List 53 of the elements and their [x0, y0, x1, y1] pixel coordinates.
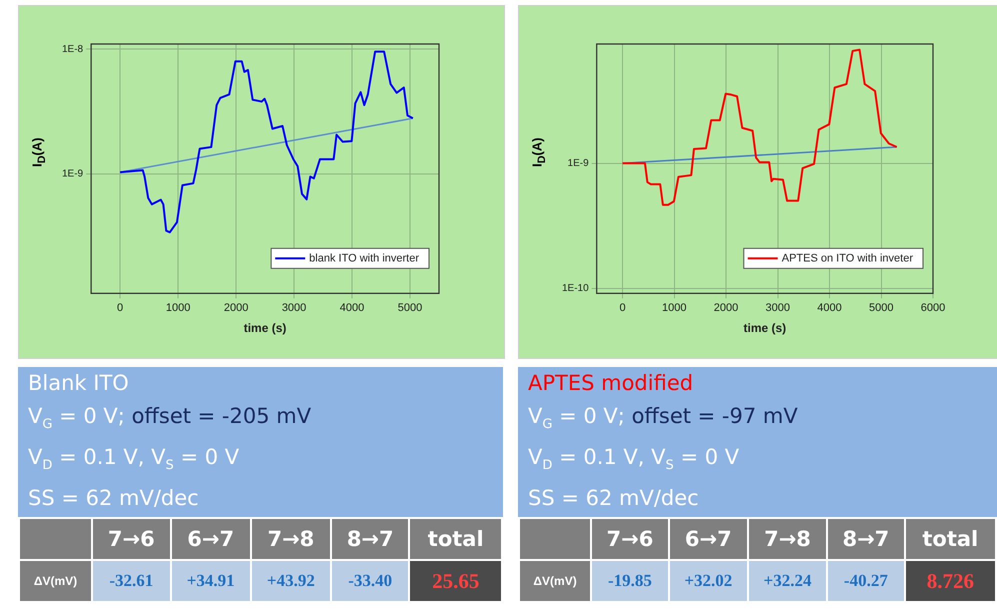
text: +32.24 — [764, 571, 812, 590]
category-label: 8→7 — [330, 518, 410, 560]
y-tick-label: 1E-9 — [568, 158, 590, 170]
x-tick-label: 4000 — [817, 302, 842, 314]
category-label: 8→7 — [827, 518, 905, 560]
category-label: total — [904, 518, 996, 560]
text: offset = -205 mV — [132, 404, 312, 428]
category-label: 7→8 — [250, 518, 331, 560]
text: V$_{D}$ = 0.1 V, V$_{S}$ = 0 V — [27, 444, 240, 476]
text: V$_{G}$ = 0 V; — [528, 404, 626, 432]
y-tick-label: 1E-8 — [62, 44, 84, 55]
text: offset = -97 mV — [632, 404, 798, 428]
x-tick-label: 0 — [619, 302, 626, 314]
x-tick-label: 4000 — [340, 302, 364, 314]
text: -32.61 — [109, 571, 154, 590]
text: V$_{D}$ = 0.1 V, V$_{S}$ = 0 V — [527, 444, 740, 476]
x-tick-label: 1000 — [166, 302, 190, 314]
category-label: total — [409, 518, 502, 560]
text: -19.85 — [608, 571, 652, 590]
category-label: 7→6 — [92, 518, 171, 560]
text: V$_{G}$ = 0 V; — [28, 404, 126, 432]
x-tick-label: 5000 — [398, 302, 422, 314]
x-tick-label: 5000 — [869, 302, 894, 314]
category-label: 7→8 — [748, 518, 828, 560]
text: 8.726 — [926, 568, 974, 592]
text: APTES modified — [527, 370, 694, 397]
y-tick-label: 1E-10 — [562, 283, 590, 294]
x-tick-label: 6000 — [920, 302, 946, 314]
text: 25.65 — [432, 568, 480, 592]
x-axis-title: time (s) — [744, 321, 786, 336]
category-label: 6→7 — [668, 518, 748, 560]
category-label: ΔV(mV) — [533, 574, 577, 588]
legend-label: blank ITO with inverter — [309, 252, 420, 264]
text: SS = 62 mV/dec — [527, 485, 700, 512]
text: +32.02 — [684, 571, 732, 590]
text: +43.92 — [266, 571, 315, 590]
text: -40.27 — [844, 571, 888, 590]
x-tick-label: 2000 — [224, 302, 248, 314]
category-label: ΔV(mV) — [34, 574, 78, 588]
text: +34.91 — [186, 571, 235, 590]
x-axis-title: time (s) — [244, 321, 286, 336]
x-tick-label: 3000 — [766, 302, 790, 314]
x-tick-label: 1000 — [662, 302, 687, 314]
category-label: 6→7 — [170, 518, 251, 560]
text: -33.40 — [348, 571, 392, 590]
x-tick-label: 2000 — [714, 302, 738, 314]
x-tick-label: 3000 — [282, 302, 306, 314]
text: Blank ITO — [27, 370, 130, 397]
text: SS = 62 mV/dec — [27, 485, 200, 512]
legend-label: APTES on ITO with inveter — [782, 252, 914, 264]
category-label: 7→6 — [591, 518, 669, 560]
y-tick-label: 1E-9 — [62, 168, 84, 180]
x-tick-label: 0 — [117, 302, 124, 314]
